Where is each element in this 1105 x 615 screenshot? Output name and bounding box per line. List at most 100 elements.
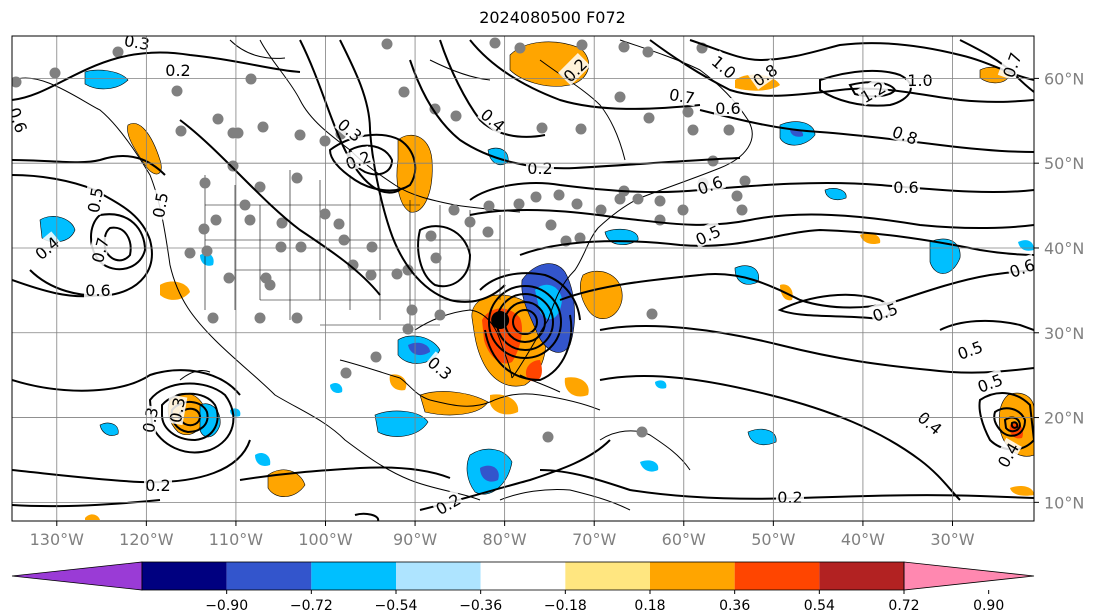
orange-shade [564, 377, 589, 397]
contour-label: 0.5 [868, 297, 901, 326]
contour-label-text: 0.5 [149, 191, 172, 219]
cyan-shade [640, 460, 659, 472]
contour-label: 0.5 [147, 189, 172, 221]
contour-label-text: 0.3 [123, 31, 151, 54]
lon-tick-label: 120°W [119, 530, 174, 549]
station-dot [260, 272, 272, 284]
contour-label-bg [973, 368, 1006, 396]
lon-tick-label: 100°W [298, 530, 353, 549]
orange-shade [389, 374, 407, 391]
hurricane-center-marker [491, 311, 510, 330]
latitude-ticks: 60°N 50°N 40°N 30°N 20°N 10°N [1034, 69, 1084, 512]
contour-label-text: 0.3 [139, 406, 162, 434]
station-dot [365, 269, 377, 281]
station-dot [201, 245, 213, 257]
contour-label-text: 0.6 [85, 281, 110, 300]
station-dot [731, 190, 743, 202]
contour-label-bg [868, 297, 901, 325]
station-dot [291, 312, 303, 324]
station-dot [294, 129, 306, 141]
contour-label-bg [526, 158, 554, 176]
station-dot [402, 323, 414, 335]
contour-label-bg [334, 113, 368, 146]
lat-tick-label: 60°N [1044, 69, 1084, 88]
cyan-shade [84, 69, 129, 90]
station-dot [398, 86, 410, 98]
contour-label-bg [82, 184, 106, 216]
contour-label-text: 0.6 [893, 178, 918, 197]
colorbar-segment [396, 562, 481, 590]
lon-tick-label: 30°W [930, 530, 974, 549]
station-dot [464, 216, 476, 228]
station-dot [232, 127, 244, 139]
station-dot [614, 91, 626, 103]
contour-label-text: 1.0 [907, 71, 932, 90]
colorbar-segment [226, 562, 312, 590]
station-dot [575, 123, 587, 135]
lon-tick-label: 50°W [751, 530, 795, 549]
contour-label-bg [997, 48, 1025, 81]
station-dot [340, 367, 352, 379]
lat-tick-label: 20°N [1044, 409, 1084, 428]
station-dot [513, 198, 525, 210]
station-dot [245, 73, 257, 85]
station-dot [571, 198, 583, 210]
station-dot [632, 193, 644, 205]
contour-label: 0.5 [82, 184, 107, 216]
station-dot [707, 155, 719, 167]
orange-shade [419, 391, 489, 416]
contour-label: 0.2 [144, 475, 172, 495]
contour-label-bg [714, 98, 742, 116]
contour-label-text: 0.2 [165, 61, 190, 80]
station-dot [636, 426, 648, 438]
station-dot [12, 76, 22, 88]
station-dot [175, 125, 187, 137]
contour-label-bg [953, 335, 986, 363]
contour-label-bg [708, 50, 742, 83]
station-dot [319, 135, 331, 147]
station-dot [319, 208, 331, 220]
station-dot [49, 67, 61, 79]
contour-label-bg [693, 170, 726, 198]
station-dot [333, 218, 345, 230]
station-dot [347, 259, 359, 271]
contour-label: 1.0 [906, 70, 934, 90]
station-dot [595, 204, 607, 216]
contour-label-bg [992, 437, 1022, 472]
contour-label-bg [747, 58, 782, 90]
station-dot [483, 200, 495, 212]
station-markers [12, 37, 751, 443]
lon-tick-label: 60°W [662, 530, 706, 549]
contour-label-bg [914, 406, 948, 439]
contour-label-bg [86, 233, 112, 266]
station-dot [553, 189, 565, 201]
contour-label-text: 0.5 [84, 186, 107, 214]
station-dot [425, 230, 437, 242]
station-dot [207, 312, 219, 324]
contour-label-bg [121, 36, 153, 53]
orange-shade [267, 469, 306, 497]
station-dot [723, 124, 735, 136]
lon-tick-label: 40°W [841, 530, 885, 549]
colorbar-tick-label: −0.18 [544, 598, 587, 614]
station-dot [434, 309, 446, 321]
colorbar-frame [141, 561, 905, 591]
station-dot [244, 214, 256, 226]
station-dot [254, 312, 266, 324]
contour-label-bg [892, 177, 920, 195]
station-dot [184, 247, 196, 259]
cyan-shade [824, 188, 847, 201]
colorbar-tick-label: 0.36 [719, 598, 750, 614]
station-dot [239, 199, 251, 211]
red-shade [525, 360, 542, 382]
plot-title: 2024080500 F072 [479, 8, 626, 27]
contour-label: 0.6 [714, 98, 742, 118]
contour-label-text: 0.2 [145, 476, 170, 495]
station-dot [576, 39, 588, 51]
station-dot [198, 223, 210, 235]
orange-shade [860, 232, 881, 245]
station-dot [223, 272, 235, 284]
contour-label: 0.7 [86, 233, 113, 266]
lat-tick-label: 30°N [1044, 324, 1084, 343]
